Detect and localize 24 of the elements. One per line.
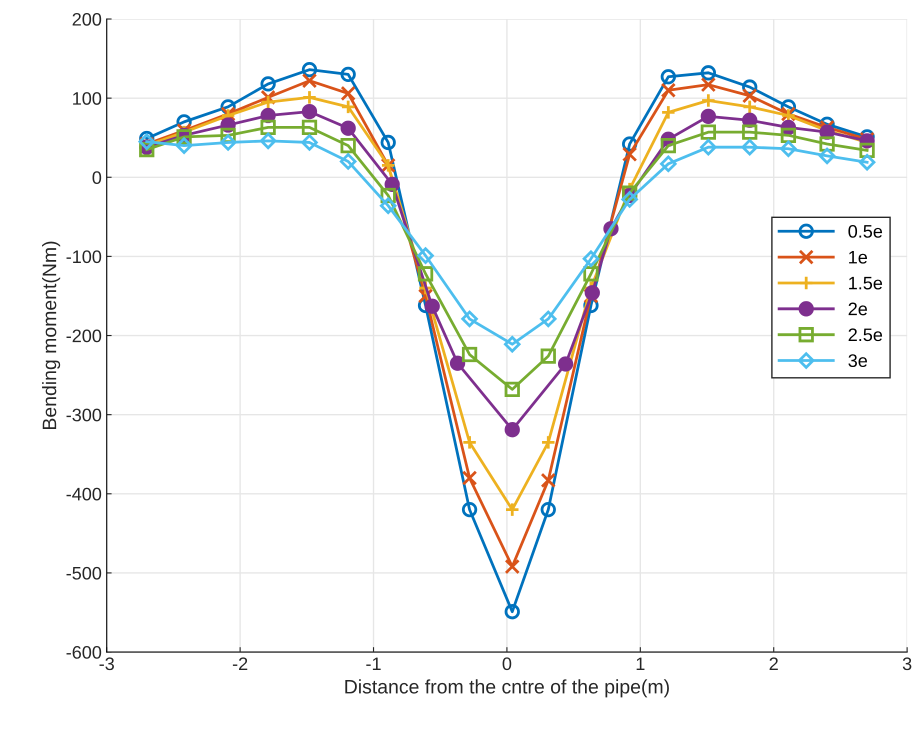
legend-label: 2e <box>848 302 868 316</box>
y-tick-label: 100 <box>73 92 102 105</box>
legend-label: 1.5e <box>849 276 882 290</box>
x-tick-label: -2 <box>232 657 248 670</box>
y-tick-label: -200 <box>66 329 102 342</box>
y-tick-label: 0 <box>92 171 102 184</box>
x-axis-title: Distance from the cntre of the pipe(m) <box>345 679 669 698</box>
x-tick-label: 0 <box>502 657 512 670</box>
y-tick-label: -400 <box>66 488 102 501</box>
y-tick-label: -300 <box>66 408 102 422</box>
x-tick-label: -3 <box>99 657 114 670</box>
legend-label: 3e <box>848 354 868 368</box>
x-tick-label: 2 <box>770 657 778 670</box>
y-tick-label: -500 <box>66 566 102 580</box>
x-tick-label: -1 <box>366 658 381 670</box>
legend-label: 0.5e <box>848 224 882 238</box>
y-tick-label: -100 <box>66 250 102 264</box>
y-tick-label: -600 <box>66 646 102 659</box>
y-axis-title: Bending moment(Nm) <box>42 242 60 430</box>
x-tick-label: 3 <box>902 657 912 670</box>
legend-label: 2.5e <box>848 328 882 342</box>
legend-label: 1e <box>849 251 868 264</box>
y-tick-label: 200 <box>72 12 102 26</box>
x-tick-label: 1 <box>636 658 644 670</box>
